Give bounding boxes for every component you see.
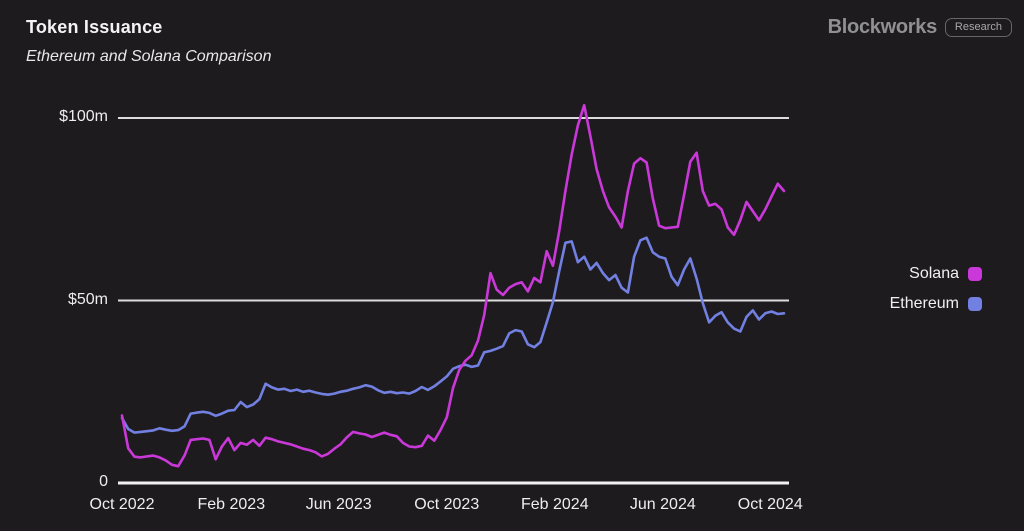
x-axis-label: Feb 2023 <box>197 496 266 513</box>
blockworks-branding: Blockworks Research <box>828 16 1012 39</box>
x-axis-label: Feb 2024 <box>520 496 589 513</box>
research-badge: Research <box>944 18 1012 37</box>
legend-item-solana[interactable]: Solana <box>909 265 982 283</box>
page-subtitle: Ethereum and Solana Comparison <box>26 48 272 65</box>
x-axis-label: Oct 2023 <box>414 496 480 513</box>
x-axis-label: Oct 2022 <box>89 496 155 513</box>
x-axis-label: Jun 2023 <box>305 496 372 513</box>
blockworks-logo: Blockworks <box>827 16 938 38</box>
legend: Solana Ethereum <box>890 265 982 313</box>
legend-item-ethereum[interactable]: Ethereum <box>890 295 982 313</box>
ethereum-swatch-icon <box>968 297 982 311</box>
x-axis-label: Oct 2024 <box>737 496 803 513</box>
y-axis-label: 0 <box>99 473 108 490</box>
y-axis-label: $50m <box>67 290 108 308</box>
legend-label-ethereum: Ethereum <box>889 295 959 312</box>
page-title: Token Issuance <box>26 17 163 37</box>
series-line-solana <box>120 103 786 468</box>
y-axis-label: $100m <box>59 108 108 125</box>
series-line-ethereum <box>120 236 786 434</box>
solana-swatch-icon <box>968 267 982 281</box>
legend-label-solana: Solana <box>909 265 959 282</box>
x-axis-label: Jun 2024 <box>629 496 696 513</box>
